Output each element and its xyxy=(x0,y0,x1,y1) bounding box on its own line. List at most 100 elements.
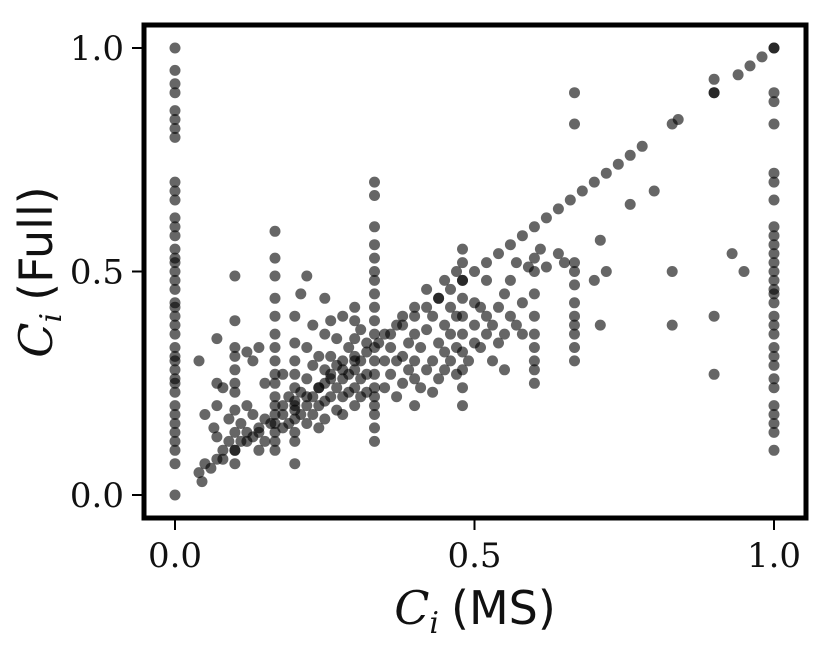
data-point xyxy=(169,243,181,255)
data-point xyxy=(504,310,516,322)
data-point xyxy=(600,167,612,179)
data-point xyxy=(576,185,588,197)
data-point xyxy=(269,328,281,340)
data-point xyxy=(169,377,181,389)
data-point xyxy=(349,301,361,313)
data-point xyxy=(369,274,380,286)
data-point xyxy=(768,239,780,251)
data-point xyxy=(445,328,456,340)
data-point xyxy=(253,342,265,353)
data-point xyxy=(169,283,181,295)
data-point xyxy=(451,266,462,277)
data-point xyxy=(528,364,540,376)
data-point xyxy=(768,257,780,269)
data-point xyxy=(169,64,181,76)
data-point xyxy=(223,413,235,425)
data-point xyxy=(169,444,181,456)
data-point xyxy=(552,248,564,260)
data-point xyxy=(169,185,181,197)
data-point xyxy=(301,373,313,385)
data-point xyxy=(369,328,380,340)
data-point xyxy=(211,400,223,412)
data-point xyxy=(169,435,181,447)
data-point xyxy=(301,418,313,429)
data-point xyxy=(569,87,580,99)
data-point xyxy=(445,301,456,313)
data-point xyxy=(169,230,181,242)
data-point xyxy=(768,418,780,429)
data-point xyxy=(636,140,648,152)
data-point xyxy=(169,78,181,90)
data-point xyxy=(588,274,600,286)
data-point xyxy=(349,400,361,412)
data-point xyxy=(229,270,241,282)
data-point xyxy=(469,266,480,277)
data-point xyxy=(708,368,720,380)
data-point xyxy=(475,342,486,353)
data-point xyxy=(289,368,301,380)
data-point xyxy=(295,409,307,420)
data-point xyxy=(463,355,474,367)
data-point xyxy=(169,342,181,353)
data-point xyxy=(385,368,397,380)
data-point xyxy=(594,234,606,246)
data-point xyxy=(708,73,720,85)
data-point xyxy=(768,266,780,277)
data-point xyxy=(391,391,403,403)
points-layer xyxy=(169,42,780,501)
data-point xyxy=(211,431,223,443)
data-point xyxy=(403,337,415,349)
x-tick-label: 0.0 xyxy=(148,536,202,576)
data-point xyxy=(569,279,580,291)
y-tick-label: 0.0 xyxy=(70,476,124,516)
data-point xyxy=(369,301,380,313)
data-point xyxy=(499,328,510,340)
data-point xyxy=(439,346,451,358)
data-point xyxy=(445,283,456,295)
data-point xyxy=(369,315,380,327)
data-point xyxy=(569,257,580,269)
data-point xyxy=(738,266,750,277)
data-point xyxy=(744,60,756,72)
data-point xyxy=(475,301,486,313)
data-point xyxy=(269,355,281,367)
data-point xyxy=(229,377,241,389)
data-point xyxy=(403,364,415,376)
data-point xyxy=(439,274,451,286)
data-point xyxy=(421,324,433,336)
data-point xyxy=(397,310,409,322)
data-point xyxy=(325,350,337,362)
data-point xyxy=(409,355,421,367)
data-point xyxy=(169,409,181,420)
data-point xyxy=(666,266,678,277)
data-point xyxy=(369,422,380,434)
data-point xyxy=(289,355,301,367)
data-point xyxy=(493,301,504,313)
data-point xyxy=(369,221,380,233)
data-point xyxy=(369,252,380,264)
data-point xyxy=(552,203,564,215)
data-point xyxy=(409,328,421,340)
data-point xyxy=(265,418,277,429)
data-point xyxy=(708,87,720,99)
data-point xyxy=(369,190,380,201)
data-point xyxy=(457,382,468,394)
data-point xyxy=(457,310,468,322)
data-point xyxy=(289,310,301,322)
data-point xyxy=(289,426,301,438)
data-point xyxy=(499,288,510,300)
data-point xyxy=(768,118,780,130)
data-point xyxy=(307,359,319,371)
data-point xyxy=(415,342,427,353)
data-point xyxy=(528,342,540,353)
data-point xyxy=(768,297,780,309)
data-point xyxy=(397,319,409,331)
data-point xyxy=(726,248,738,260)
data-point xyxy=(768,310,780,322)
data-point xyxy=(289,435,301,447)
data-point xyxy=(756,51,768,63)
data-point xyxy=(253,444,265,456)
data-point xyxy=(409,400,421,412)
data-point xyxy=(421,283,433,295)
data-point xyxy=(457,292,468,304)
